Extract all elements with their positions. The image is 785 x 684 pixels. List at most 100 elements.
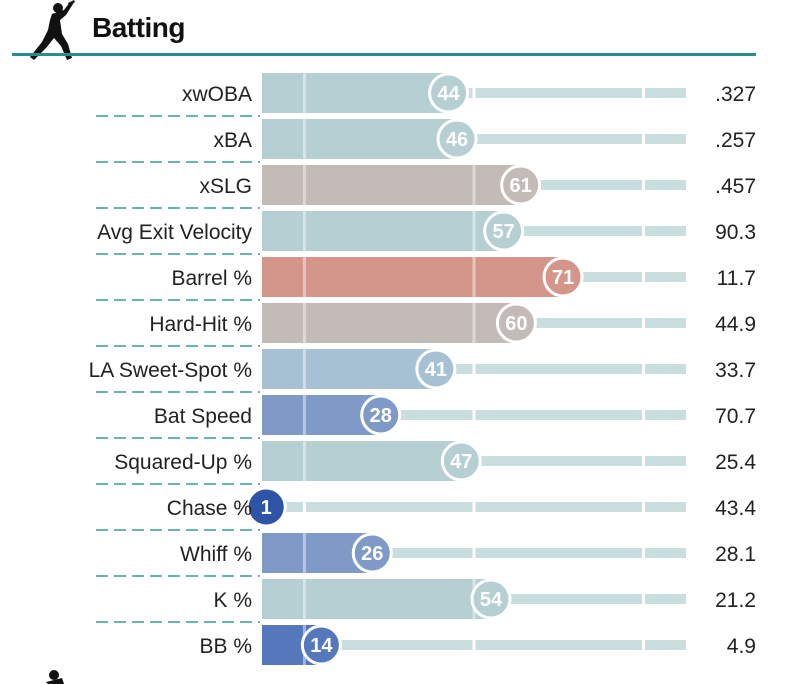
track-tick [472,364,476,374]
percentile-marker [495,302,537,344]
percentile-label: 1 [261,497,272,519]
percentile-bar [262,579,491,619]
bar-tick [472,211,476,251]
percentile-marker [436,118,478,160]
category-label: xSLG [199,175,252,198]
percentile-bar [262,119,458,159]
track-tick [642,318,646,328]
stat-value: .457 [715,175,756,198]
bar-tick [472,165,476,205]
bar-tick [302,441,306,481]
category-label: xwOBA [182,83,252,106]
track-tick [472,502,476,512]
bar-tick [302,119,306,159]
percentile-marker [428,72,470,114]
percentile-bar [262,441,462,481]
track-tick [472,88,476,98]
category-label: Avg Exit Velocity [97,221,252,244]
track-tick [642,640,646,650]
percentile-marker [351,532,393,574]
bar-tick [302,533,306,573]
category-label: BB % [199,635,252,658]
percentile-marker [440,440,482,482]
category-label: Hard-Hit % [149,313,252,336]
stat-value: .327 [715,83,756,106]
percentile-bar [262,211,504,251]
track-tick [472,548,476,558]
category-label: Squared-Up % [114,451,252,474]
category-label: xBA [213,129,252,152]
percentile-marker [245,486,287,528]
section-title: Batting [92,12,185,43]
percentile-label: 26 [361,543,383,565]
stat-value: .257 [715,129,756,152]
section-header: Batting [0,0,785,60]
stat-value: 90.3 [715,221,756,244]
bar-tick [302,257,306,297]
category-label: Whiff % [180,543,252,566]
track-tick [642,364,646,374]
percentile-label: 14 [310,635,333,657]
percentile-bar [262,73,449,113]
track-tick [642,456,646,466]
track-tick [472,410,476,420]
track-tick [642,88,646,98]
track-tick [642,502,646,512]
bar-tick [302,395,306,435]
percentile-marker [470,578,512,620]
category-label: LA Sweet-Spot % [89,359,252,382]
track-tick [642,272,646,282]
percentile-label: 57 [493,221,515,243]
bar-tick [302,349,306,389]
percentile-marker [360,394,402,436]
percentile-label: 41 [425,359,447,381]
stat-value: 28.1 [715,543,756,566]
track-tick [642,410,646,420]
stat-value: 25.4 [715,451,756,474]
percentile-bar [262,303,517,343]
percentile-label: 46 [446,129,468,151]
percentile-label: 71 [552,267,574,289]
category-label: K % [213,589,252,612]
bar-tick [302,73,306,113]
track-tick [642,548,646,558]
track-tick [302,502,306,512]
stat-value: 11.7 [717,267,756,290]
percentile-bar [262,349,436,389]
bar-tick [302,165,306,205]
next-section-icon [46,670,64,684]
bar-tick [302,579,306,619]
stat-value: 33.7 [715,359,756,382]
percentile-label: 28 [370,405,392,427]
track-tick [642,594,646,604]
track-tick [642,180,646,190]
percentile-bar [262,257,564,297]
track-tick [642,134,646,144]
percentile-label: 44 [437,83,460,105]
percentile-label: 54 [480,589,503,611]
stat-value: 4.9 [727,635,756,658]
batter-silhouette-icon [30,0,75,60]
header-rule [12,53,756,56]
percentile-label: 47 [450,451,472,473]
bar-tick [472,303,476,343]
percentile-marker [300,624,342,666]
bar-tick [302,211,306,251]
category-label: Bat Speed [154,405,252,428]
stat-value: 43.4 [715,497,756,520]
track-tick [472,640,476,650]
percentile-marker [415,348,457,390]
percentile-bar [262,165,521,205]
category-label: Barrel % [171,267,252,290]
track-tick [642,226,646,236]
bar-tick [302,303,306,343]
percentile-marker [483,210,525,252]
category-label: Chase % [167,497,252,520]
percentile-label: 61 [510,175,532,197]
bar-tick [472,257,476,297]
percentile-marker [500,164,542,206]
stat-value: 44.9 [715,313,756,336]
stat-value: 21.2 [715,589,756,612]
stat-value: 70.7 [715,405,756,428]
